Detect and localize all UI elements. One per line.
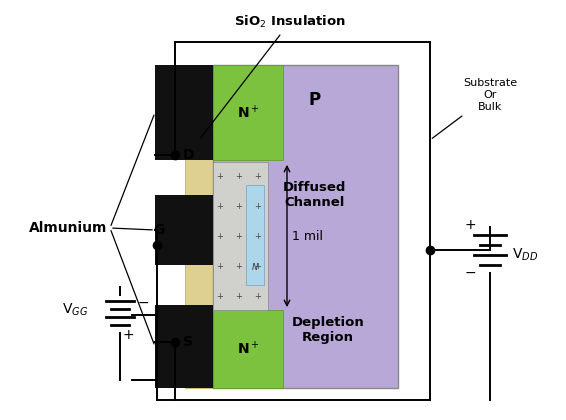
Bar <box>155 65 213 160</box>
Text: SiO$_2$ Insulation: SiO$_2$ Insulation <box>201 14 346 138</box>
Bar <box>213 65 283 160</box>
Text: +: + <box>255 231 261 241</box>
Text: +: + <box>235 171 242 181</box>
Text: Substrate
Or
Bulk: Substrate Or Bulk <box>432 79 517 138</box>
Text: N$^+$: N$^+$ <box>237 340 259 358</box>
Text: +: + <box>235 231 242 241</box>
Text: −: − <box>138 296 149 310</box>
Text: P: P <box>308 91 321 109</box>
Text: Almunium: Almunium <box>29 221 107 235</box>
Text: +: + <box>255 291 261 300</box>
Bar <box>246 185 264 285</box>
Text: −: − <box>464 266 476 280</box>
Text: +: + <box>217 262 224 270</box>
Text: N: N <box>252 262 258 271</box>
Text: G: G <box>153 223 165 237</box>
Text: +: + <box>217 231 224 241</box>
Text: +: + <box>235 291 242 300</box>
Text: N$^+$: N$^+$ <box>237 104 259 121</box>
Text: +: + <box>464 218 476 232</box>
Text: D: D <box>183 148 195 162</box>
Text: +: + <box>217 202 224 210</box>
Text: Diffused
Channel: Diffused Channel <box>283 181 346 209</box>
Text: +: + <box>235 262 242 270</box>
Text: +: + <box>255 171 261 181</box>
Text: S: S <box>183 335 193 349</box>
Text: V$_{GG}$: V$_{GG}$ <box>62 302 88 318</box>
Text: +: + <box>217 291 224 300</box>
Text: +: + <box>122 328 134 342</box>
Bar <box>155 305 213 388</box>
Bar <box>213 65 398 388</box>
Text: Depletion
Region: Depletion Region <box>291 316 364 344</box>
Bar <box>185 65 213 388</box>
Text: +: + <box>235 202 242 210</box>
Text: V$_{DD}$: V$_{DD}$ <box>512 247 538 263</box>
Bar <box>213 310 283 388</box>
Text: 1 mil: 1 mil <box>292 229 323 242</box>
Text: +: + <box>255 262 261 270</box>
Bar <box>213 162 268 310</box>
Bar <box>155 195 213 265</box>
Text: +: + <box>217 171 224 181</box>
Text: +: + <box>255 202 261 210</box>
